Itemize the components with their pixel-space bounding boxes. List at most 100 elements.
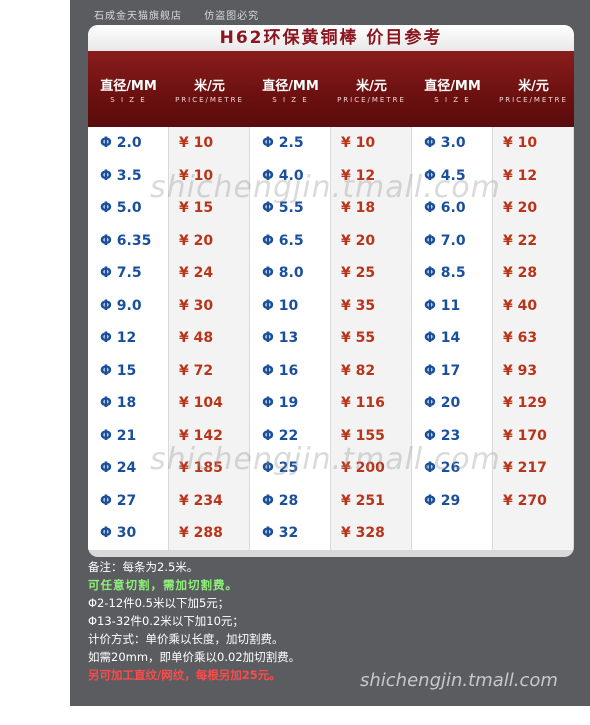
note-line: Φ13-32件0.2米以下加10元； bbox=[88, 614, 244, 628]
column-header-label: 直径/MM bbox=[424, 78, 481, 94]
page-title: H62环保黄铜棒 价目参考 bbox=[88, 25, 574, 51]
size-cell: Φ 3.5 bbox=[88, 159, 168, 192]
size-cell: Φ 23 bbox=[412, 419, 492, 452]
price-cell: ¥ 40 bbox=[493, 289, 573, 322]
table-header: 直径/MM S I Z E 米/元 PRICE/METRE 直径/MM S I … bbox=[88, 51, 574, 127]
table-row: Φ 18 ¥ 104 Φ 19 ¥ 116 Φ 20 ¥ 129 bbox=[88, 387, 574, 420]
size-cell: Φ 4.0 bbox=[250, 159, 330, 192]
price-cell: ¥ 82 bbox=[331, 354, 411, 387]
note-line: 如需20mm，即单价乘以0.02加切割费。 bbox=[88, 650, 301, 664]
column-header-size: 直径/MM S I Z E bbox=[88, 51, 169, 127]
table-row: Φ 2.0 ¥ 10 Φ 2.5 ¥ 10 Φ 3.0 ¥ 10 bbox=[88, 127, 574, 160]
price-cell: ¥ 48 bbox=[169, 322, 249, 355]
size-cell: Φ 20 bbox=[412, 387, 492, 420]
size-cell: Φ 5.5 bbox=[250, 192, 330, 225]
price-cell: ¥ 93 bbox=[493, 354, 573, 387]
notes-section: 备注：每条为2.5米。 可任意切割，需加切割费。 Φ2-12件0.5米以下加5元… bbox=[88, 558, 300, 684]
price-cell: ¥ 129 bbox=[493, 387, 573, 420]
price-cell: ¥ 15 bbox=[169, 192, 249, 225]
size-cell: Φ 7.0 bbox=[412, 224, 492, 257]
price-cell: ¥ 35 bbox=[331, 289, 411, 322]
price-cell: ¥ 28 bbox=[493, 257, 573, 290]
column-header-sublabel: S I Z E bbox=[434, 95, 471, 104]
footer-watermark: shichengjin.tmall.com bbox=[360, 670, 558, 691]
note-line: 另可加工直纹/网纹，每根另加25元。 bbox=[88, 668, 281, 682]
size-cell: Φ 30 bbox=[88, 517, 168, 550]
price-cell: ¥ 10 bbox=[169, 159, 249, 192]
price-cell: ¥ 116 bbox=[331, 387, 411, 420]
size-cell: Φ 22 bbox=[250, 419, 330, 452]
column-header-sublabel: S I Z E bbox=[272, 95, 309, 104]
size-cell: Φ 25 bbox=[250, 452, 330, 485]
size-cell: Φ 18 bbox=[88, 387, 168, 420]
price-cell: ¥ 25 bbox=[331, 257, 411, 290]
price-cell: ¥ 12 bbox=[331, 159, 411, 192]
price-cell bbox=[493, 517, 573, 550]
size-cell: Φ 27 bbox=[88, 484, 168, 517]
price-cell: ¥ 200 bbox=[331, 452, 411, 485]
column-header-price: 米/元 PRICE/METRE bbox=[493, 51, 574, 127]
price-cell: ¥ 22 bbox=[493, 224, 573, 257]
copyright-notice: 仿盗图必究 bbox=[204, 11, 260, 22]
column-header-label: 直径/MM bbox=[262, 78, 319, 94]
size-cell: Φ 17 bbox=[412, 354, 492, 387]
table-row: Φ 7.5 ¥ 24 Φ 8.0 ¥ 25 Φ 8.5 ¥ 28 bbox=[88, 257, 574, 290]
size-cell: Φ 15 bbox=[88, 354, 168, 387]
size-cell: Φ 21 bbox=[88, 419, 168, 452]
size-cell: Φ 2.0 bbox=[88, 127, 168, 160]
price-cell: ¥ 10 bbox=[493, 127, 573, 160]
price-cell: ¥ 55 bbox=[331, 322, 411, 355]
table-row: Φ 24 ¥ 185 Φ 25 ¥ 200 Φ 26 ¥ 217 bbox=[88, 452, 574, 485]
size-cell: Φ 28 bbox=[250, 484, 330, 517]
price-cell: ¥ 12 bbox=[493, 159, 573, 192]
price-cell: ¥ 234 bbox=[169, 484, 249, 517]
size-cell: Φ 14 bbox=[412, 322, 492, 355]
table-row: Φ 3.5 ¥ 10 Φ 4.0 ¥ 12 Φ 4.5 ¥ 12 bbox=[88, 159, 574, 192]
price-cell: ¥ 142 bbox=[169, 419, 249, 452]
price-cell: ¥ 10 bbox=[331, 127, 411, 160]
column-header-label: 米/元 bbox=[356, 78, 387, 94]
size-cell: Φ 16 bbox=[250, 354, 330, 387]
size-cell: Φ 12 bbox=[88, 322, 168, 355]
column-header-sublabel: PRICE/METRE bbox=[337, 95, 406, 104]
price-cell: ¥ 20 bbox=[331, 224, 411, 257]
size-cell: Φ 5.0 bbox=[88, 192, 168, 225]
size-cell bbox=[412, 517, 492, 550]
note-line: Φ2-12件0.5米以下加5元； bbox=[88, 596, 230, 610]
note-line: 计价方式：单价乘以长度，加切割费。 bbox=[88, 632, 284, 646]
size-cell: Φ 24 bbox=[88, 452, 168, 485]
price-cell: ¥ 30 bbox=[169, 289, 249, 322]
note-line: 备注：每条为2.5米。 bbox=[88, 560, 199, 574]
size-cell: Φ 29 bbox=[412, 484, 492, 517]
table-body: Φ 2.0 ¥ 10 Φ 2.5 ¥ 10 Φ 3.0 ¥ 10 Φ 3.5 ¥ 10 Φ 4.… bbox=[88, 127, 574, 550]
price-cell: ¥ 155 bbox=[331, 419, 411, 452]
size-cell: Φ 6.35 bbox=[88, 224, 168, 257]
column-header-label: 米/元 bbox=[194, 78, 225, 94]
size-cell: Φ 11 bbox=[412, 289, 492, 322]
size-cell: Φ 10 bbox=[250, 289, 330, 322]
size-cell: Φ 13 bbox=[250, 322, 330, 355]
size-cell: Φ 26 bbox=[412, 452, 492, 485]
size-cell: Φ 2.5 bbox=[250, 127, 330, 160]
size-cell: Φ 8.5 bbox=[412, 257, 492, 290]
price-cell: ¥ 24 bbox=[169, 257, 249, 290]
price-cell: ¥ 20 bbox=[493, 192, 573, 225]
column-header-sublabel: PRICE/METRE bbox=[175, 95, 244, 104]
table-row: Φ 5.0 ¥ 15 Φ 5.5 ¥ 18 Φ 6.0 ¥ 20 bbox=[88, 192, 574, 225]
column-header-size: 直径/MM S I Z E bbox=[250, 51, 331, 127]
price-cell: ¥ 72 bbox=[169, 354, 249, 387]
size-cell: Φ 6.5 bbox=[250, 224, 330, 257]
price-cell: ¥ 251 bbox=[331, 484, 411, 517]
price-cell: ¥ 288 bbox=[169, 517, 249, 550]
price-cell: ¥ 18 bbox=[331, 192, 411, 225]
column-header-price: 米/元 PRICE/METRE bbox=[169, 51, 250, 127]
price-cell: ¥ 217 bbox=[493, 452, 573, 485]
table-row: Φ 9.0 ¥ 30 Φ 10 ¥ 35 Φ 11 ¥ 40 bbox=[88, 289, 574, 322]
price-cell: ¥ 270 bbox=[493, 484, 573, 517]
price-cell: ¥ 20 bbox=[169, 224, 249, 257]
column-header-sublabel: PRICE/METRE bbox=[499, 95, 568, 104]
column-header-label: 米/元 bbox=[518, 78, 549, 94]
size-cell: Φ 19 bbox=[250, 387, 330, 420]
shop-header: 石成金天猫旗舰店 仿盗图必究 bbox=[94, 7, 277, 22]
price-cell: ¥ 170 bbox=[493, 419, 573, 452]
